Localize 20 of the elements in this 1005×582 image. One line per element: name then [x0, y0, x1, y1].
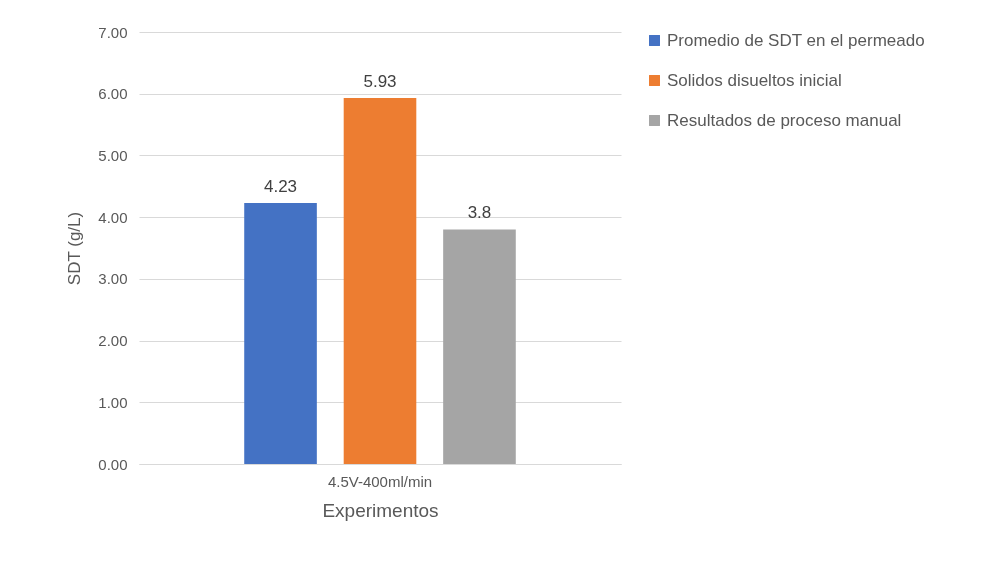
legend-label: Resultados de proceso manual	[667, 110, 902, 130]
bar	[244, 202, 317, 464]
y-tick-label: 1.00	[98, 393, 128, 411]
x-axis-title: Experimentos	[322, 499, 439, 521]
bar	[343, 98, 417, 464]
x-tick-label: 4.5V-400ml/min	[327, 472, 433, 490]
y-tick-label: 0.00	[98, 455, 128, 473]
data-label: 3.8	[467, 203, 492, 223]
y-tick-label: 7.00	[98, 23, 128, 41]
y-axis-title: SDT (g/L)	[65, 211, 85, 286]
data-label: 4.23	[263, 176, 298, 196]
y-tick-label: 2.00	[98, 332, 128, 350]
y-tick-label: 5.00	[98, 146, 128, 164]
y-tick-label: 3.00	[98, 270, 128, 288]
data-label: 5.93	[363, 72, 397, 92]
y-tick-label: 6.00	[98, 85, 128, 103]
y-tick-label: 4.00	[98, 208, 128, 226]
legend-label: Solidos disueltos inicial	[667, 70, 842, 90]
legend-label: Promedio de SDT en el permeado	[667, 30, 925, 50]
bar	[443, 229, 516, 464]
